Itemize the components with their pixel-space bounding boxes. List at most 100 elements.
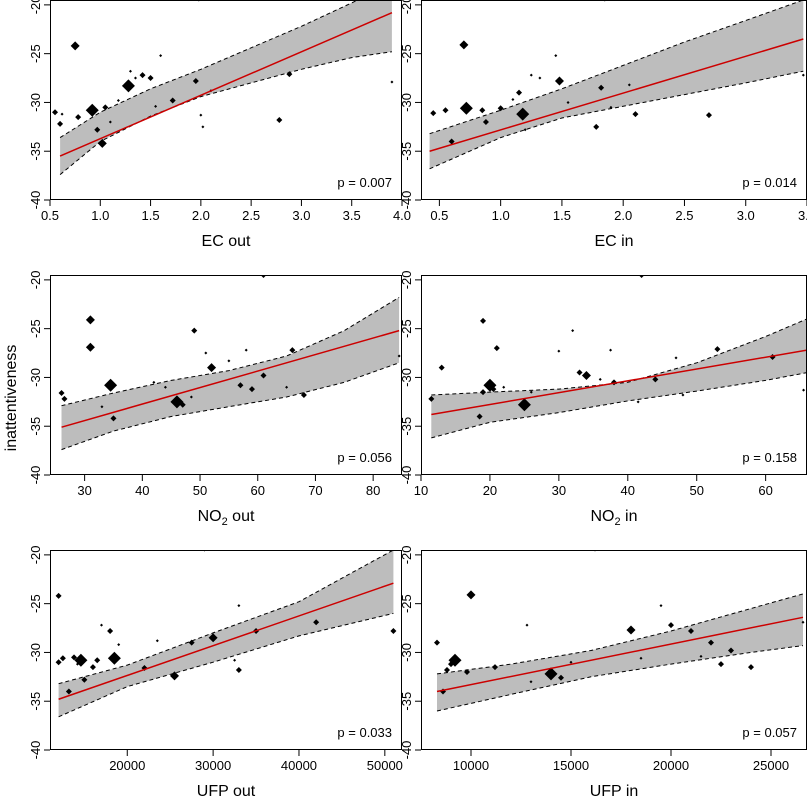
ci-upper-line: [436, 593, 804, 675]
data-point: [476, 413, 483, 420]
y-tick-label: -25: [28, 44, 43, 63]
y-tick-label: -35: [28, 417, 43, 436]
x-tick-label: 10: [414, 483, 428, 498]
data-point: [116, 98, 120, 102]
data-point: [718, 661, 724, 668]
plot-area: [58, 275, 401, 451]
data-point: [207, 363, 217, 373]
x-tick-label: 60: [251, 483, 265, 498]
data-point: [438, 364, 445, 371]
data-point: [459, 40, 469, 50]
ci-lower-line: [59, 51, 392, 175]
panel-5: 20000 30000 40000 50000 -20 -25 -30 -35 -40 p = 0…: [28, 545, 403, 800]
data-point: [110, 415, 117, 422]
data-point: [133, 76, 137, 80]
x-axis-title-main: EC out: [202, 233, 251, 250]
data-point: [482, 118, 489, 125]
y-tick-label: -30: [28, 93, 43, 112]
data-point: [529, 390, 533, 394]
data-point: [139, 72, 146, 79]
ci-upper-line: [429, 0, 804, 135]
x-tick-label: 4.0: [393, 208, 411, 223]
data-point: [428, 395, 435, 402]
data-point: [100, 405, 104, 409]
data-point: [529, 73, 533, 77]
y-tick-label: -20: [28, 270, 43, 289]
data-point: [576, 369, 583, 376]
ci-upper-line: [61, 296, 400, 407]
confidence-band: [61, 297, 400, 450]
y-tick-label: -25: [399, 594, 414, 613]
x-axis-title-subscript: 2: [614, 516, 620, 528]
x-tick-label: 40: [135, 483, 149, 498]
ci-lower-line: [429, 70, 804, 170]
data-point: [479, 107, 486, 114]
data-point: [94, 657, 101, 664]
data-point: [480, 389, 487, 396]
data-point: [59, 655, 66, 662]
data-point: [55, 659, 62, 666]
x-axis-title: UFP out: [197, 783, 256, 800]
data-point: [397, 354, 401, 358]
x-tick-label: 50000: [367, 758, 403, 773]
x-tick-label: 30: [77, 483, 91, 498]
p-value-label: p = 0.014: [742, 175, 797, 190]
data-point: [97, 138, 107, 148]
data-point: [74, 653, 88, 667]
x-tick-label: 2.5: [242, 208, 260, 223]
x-tick-label: 40: [621, 483, 635, 498]
data-point: [71, 654, 78, 661]
y-tick-label: -20: [399, 545, 414, 564]
regression-line: [58, 582, 394, 700]
x-axis-title-main: NO: [590, 508, 614, 525]
x-tick-label: 2.5: [675, 208, 693, 223]
x-tick-label: 20000: [109, 758, 145, 773]
y-tick-label: -25: [28, 319, 43, 338]
panel-2: 0.5 1.0 1.5 2.0 2.5 3.0 3.5 -20 -25 -30 -35 -40 p = …: [399, 0, 807, 250]
confidence-band: [429, 0, 804, 169]
data-point: [448, 653, 462, 667]
y-tick-label: -40: [28, 466, 43, 485]
plot-frame: [50, 550, 402, 750]
plot-area: [429, 0, 805, 170]
data-point: [516, 107, 530, 121]
x-tick-label: 2.0: [192, 208, 210, 223]
y-tick-label: -25: [399, 44, 414, 63]
data-point: [705, 112, 712, 119]
ci-upper-line: [59, 0, 359, 139]
data-point: [430, 110, 437, 117]
data-point: [464, 668, 470, 675]
x-axis-title-suffix: in: [621, 508, 638, 525]
x-axis-title-main: UFP in: [590, 783, 639, 800]
y-tick-label: -40: [399, 741, 414, 760]
data-point: [714, 346, 721, 353]
data-point: [107, 627, 114, 634]
data-point: [89, 664, 96, 671]
x-tick-label: 70: [308, 483, 322, 498]
x-axis-title-suffix: out: [228, 508, 255, 525]
data-point: [459, 101, 473, 115]
p-value-label: p = 0.056: [337, 450, 392, 465]
x-tick-label: 30000: [195, 758, 231, 773]
x-tick-label: 2.0: [614, 208, 632, 223]
data-point: [244, 348, 248, 352]
p-value-label: p = 0.033: [337, 725, 392, 740]
data-point: [52, 109, 59, 116]
data-point: [159, 54, 163, 58]
plot-area: [428, 275, 807, 439]
data-point: [652, 376, 659, 383]
data-point: [558, 674, 564, 681]
data-point: [581, 370, 591, 380]
data-point: [699, 654, 703, 658]
data-point: [85, 342, 95, 352]
data-point: [260, 372, 267, 379]
data-point: [480, 317, 487, 324]
data-point: [70, 41, 80, 51]
data-point: [554, 76, 564, 86]
data-point: [627, 83, 631, 87]
data-point: [102, 104, 109, 111]
data-point: [511, 98, 515, 102]
data-point: [117, 643, 121, 647]
regression-line: [431, 349, 807, 416]
